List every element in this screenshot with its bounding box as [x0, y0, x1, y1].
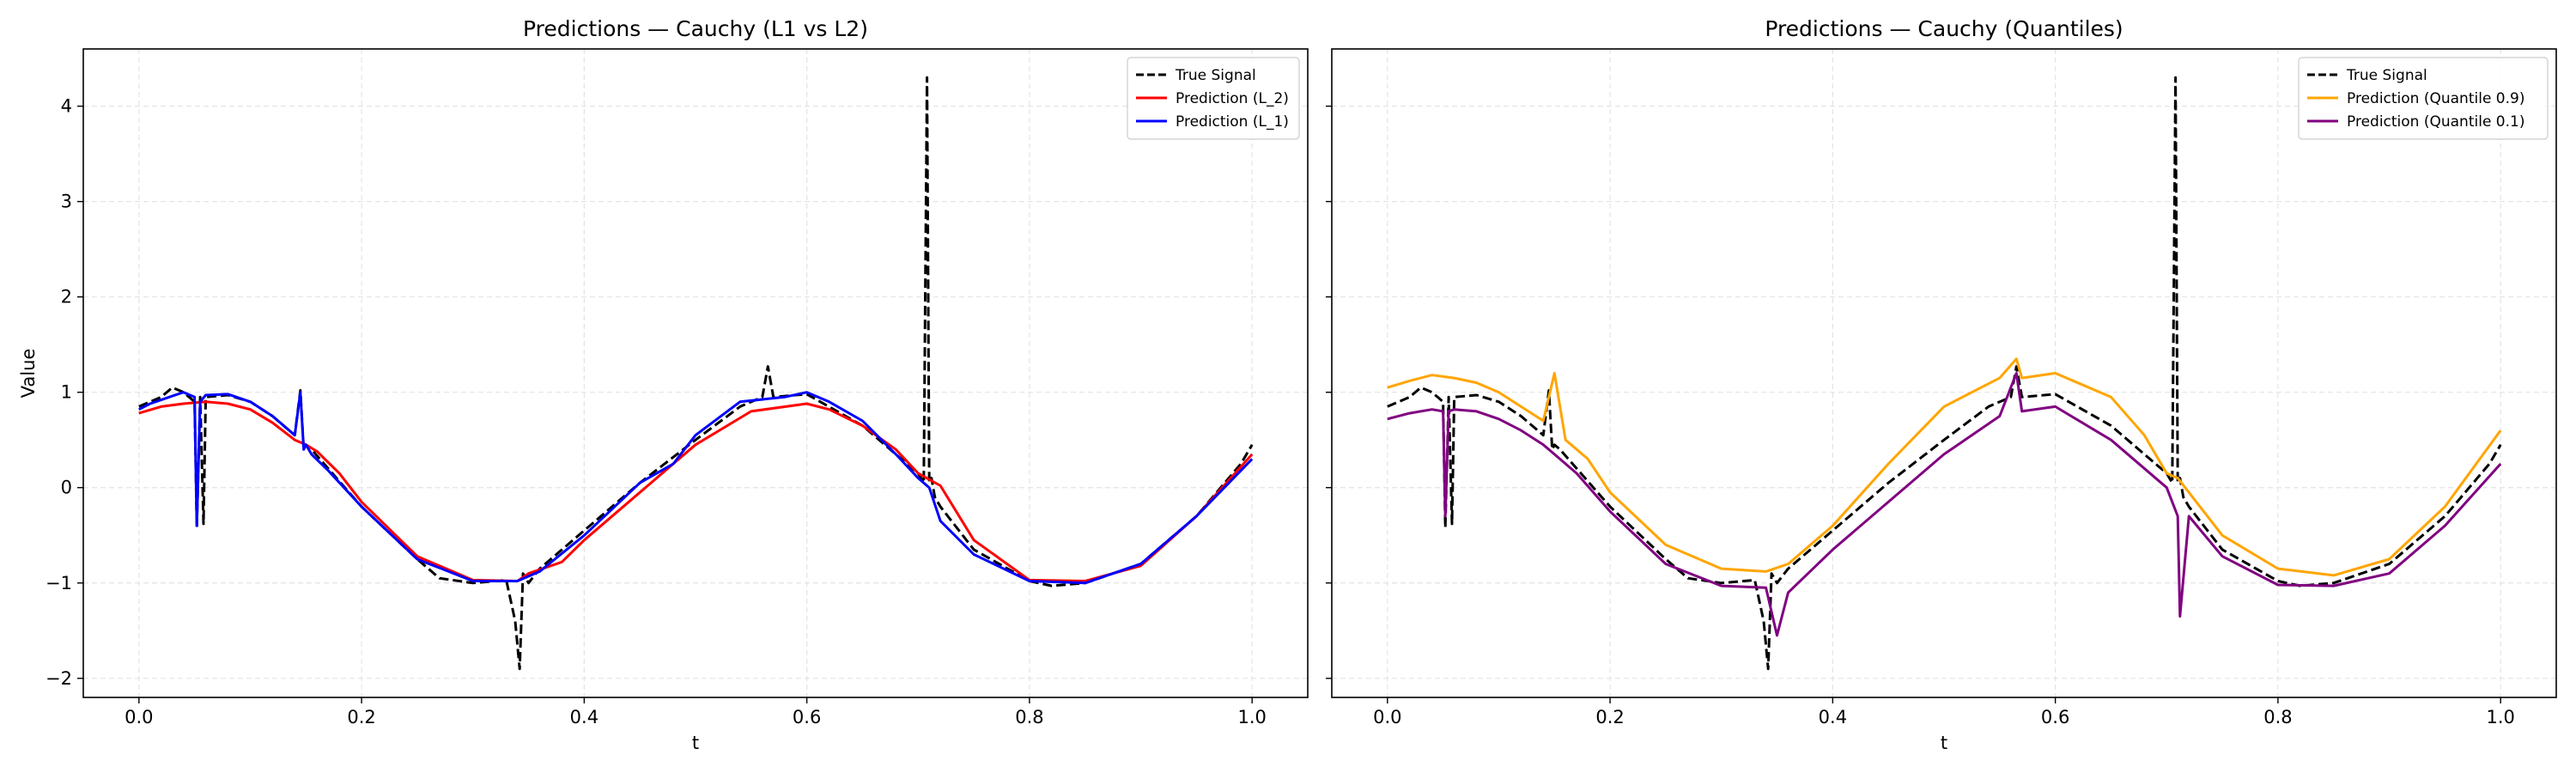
y-tick-label: 2: [61, 287, 72, 307]
x-tick-label: 1.0: [2486, 707, 2514, 727]
legend-label-2: Prediction (Quantile 0.1): [2347, 113, 2524, 131]
x-tick-label: 0.2: [347, 707, 375, 727]
legend-label-0: True Signal: [1175, 67, 1256, 84]
legend-label-2: Prediction (L_1): [1176, 113, 1289, 131]
series-line-2: [1387, 372, 2502, 637]
chart-panel-l1-vs-l2: 0.0 0.2 0.4 0.6 0.8 1.0 −2 −1 0 1 2 3 4 Predictions —…: [18, 16, 1309, 753]
axes-frame: [82, 48, 1309, 698]
series-line-2: [138, 391, 1254, 585]
axes-frame: [1331, 48, 2557, 698]
y-tick-label: 1: [61, 382, 72, 403]
x-tick-label: 0.6: [793, 707, 821, 727]
x-axis-label: t: [1941, 733, 1947, 753]
x-tick-label: 0.8: [2263, 707, 2292, 727]
legend-label-1: Prediction (Quantile 0.9): [2347, 90, 2524, 107]
legend-label-1: Prediction (L_2): [1176, 90, 1289, 107]
y-tick-label: −2: [46, 668, 72, 689]
x-tick-label: 0.8: [1015, 707, 1043, 727]
legend-box: [2298, 57, 2549, 140]
legend: True Signal Prediction (L_2) Prediction (L…: [1127, 57, 1300, 140]
x-tick-label: 0.0: [1373, 707, 1401, 727]
series-line-0: [138, 76, 1254, 671]
legend: True Signal Prediction (Quantile 0.9) Pred…: [2298, 57, 2549, 140]
y-tick-label: 4: [61, 96, 72, 117]
chart-panel-quantiles: 0.0 0.2 0.4 0.6 0.8 1.0 Predictions — Cauchy (…: [1326, 16, 2557, 753]
series-line-1: [1387, 357, 2502, 577]
series-line-1: [138, 400, 1254, 582]
y-axis-label: Value: [18, 349, 39, 399]
legend-label-0: True Signal: [2346, 67, 2427, 84]
y-tick-label: 0: [61, 478, 72, 498]
legend-box: [1127, 57, 1300, 140]
x-tick-label: 0.0: [125, 707, 153, 727]
y-tick-label: 3: [61, 192, 72, 212]
x-tick-label: 0.6: [2041, 707, 2069, 727]
x-tick-label: 1.0: [1237, 707, 1266, 727]
chart-title: Predictions — Cauchy (L1 vs L2): [523, 16, 868, 41]
series-line-0: [1387, 76, 2502, 671]
x-axis-label: t: [692, 733, 699, 753]
x-tick-label: 0.2: [1595, 707, 1624, 727]
y-tick-label: −1: [46, 573, 72, 593]
x-tick-label: 0.4: [1819, 707, 1847, 727]
chart-title: Predictions — Cauchy (Quantiles): [1765, 16, 2123, 41]
x-tick-label: 0.4: [570, 707, 598, 727]
